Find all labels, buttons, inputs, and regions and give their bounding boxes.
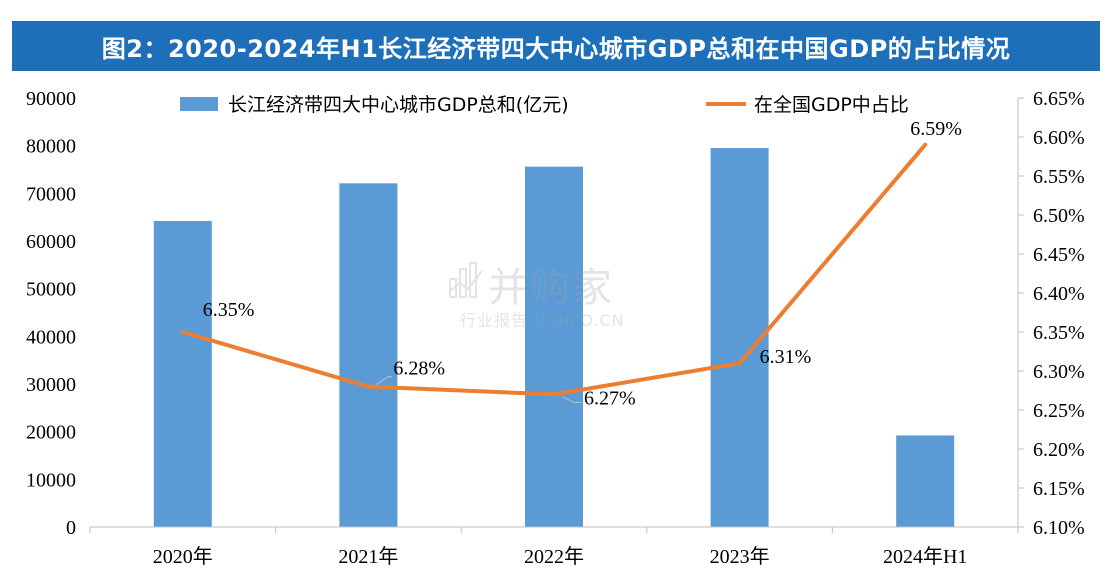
watermark: 并购家 行业报告 IPOIPO.CN <box>448 255 668 335</box>
line-data-label-1: 6.28% <box>393 358 445 380</box>
legend-swatch-bar <box>180 97 218 111</box>
legend-label-line: 在全国GDP中占比 <box>754 94 909 116</box>
y-right-tick-label-8: 6.50% <box>1033 205 1085 227</box>
bar-2 <box>525 166 583 527</box>
y-left-tick-label-4: 40000 <box>26 326 76 348</box>
y-left-tick-label-1: 10000 <box>26 469 76 491</box>
y-right-tick-label-2: 6.20% <box>1033 439 1085 461</box>
x-tick-label-0: 2020年 <box>153 545 213 568</box>
y-left-tick-label-9: 90000 <box>26 88 76 110</box>
y-left-tick-label-7: 70000 <box>26 183 76 205</box>
y-left-tick-label-3: 30000 <box>26 374 76 396</box>
bar-1 <box>339 183 398 527</box>
y-right-tick-label-1: 6.15% <box>1033 478 1085 500</box>
leader-line-1 <box>376 376 393 386</box>
y-right-tick-label-10: 6.60% <box>1033 127 1085 149</box>
bar-0 <box>153 220 212 528</box>
watermark-sub-text: 行业报告 IPOIPO.CN <box>460 311 625 330</box>
y-right-tick-label-0: 6.10% <box>1033 517 1085 539</box>
y-right-tick-label-11: 6.65% <box>1033 88 1085 110</box>
line-data-label-0: 6.35% <box>203 299 255 321</box>
bar-4 <box>896 435 955 527</box>
y-left-tick-label-2: 20000 <box>26 422 76 444</box>
x-tick-label-1: 2021年 <box>338 545 398 568</box>
line-data-label-4: 6.59% <box>910 118 962 140</box>
y-right-tick-label-7: 6.45% <box>1033 244 1085 266</box>
watermark-logo-icon <box>449 262 483 298</box>
line-series-share <box>180 142 928 397</box>
x-tick-label-3: 2023年 <box>710 545 770 568</box>
x-tick-label-2: 2022年 <box>524 545 584 568</box>
y-right-tick-label-4: 6.30% <box>1033 361 1085 383</box>
y-left-tick-label-0: 0 <box>66 517 76 539</box>
line-data-label-3: 6.31% <box>760 346 812 368</box>
y-right-tick-label-5: 6.35% <box>1033 322 1085 344</box>
watermark-main-text: 并购家 <box>488 265 614 311</box>
y-right-tick-label-6: 6.40% <box>1033 283 1085 305</box>
y-left-tick-label-6: 60000 <box>26 231 76 253</box>
y-left-tick-label-5: 50000 <box>26 279 76 301</box>
y-right-tick-label-3: 6.25% <box>1033 400 1085 422</box>
x-tick-label-4: 2024年H1 <box>883 545 967 568</box>
line-data-label-2: 6.27% <box>584 387 636 409</box>
y-left-tick-label-8: 80000 <box>26 136 76 158</box>
y-right-tick-label-9: 6.55% <box>1033 166 1085 188</box>
legend-label-bar: 长江经济带四大中心城市GDP总和(亿元) <box>228 94 569 116</box>
leader-line-2 <box>561 395 582 403</box>
chart-title: 图2：2020-2024年H1长江经济带四大中心城市GDP总和在中国GDP的占比… <box>12 21 1100 71</box>
